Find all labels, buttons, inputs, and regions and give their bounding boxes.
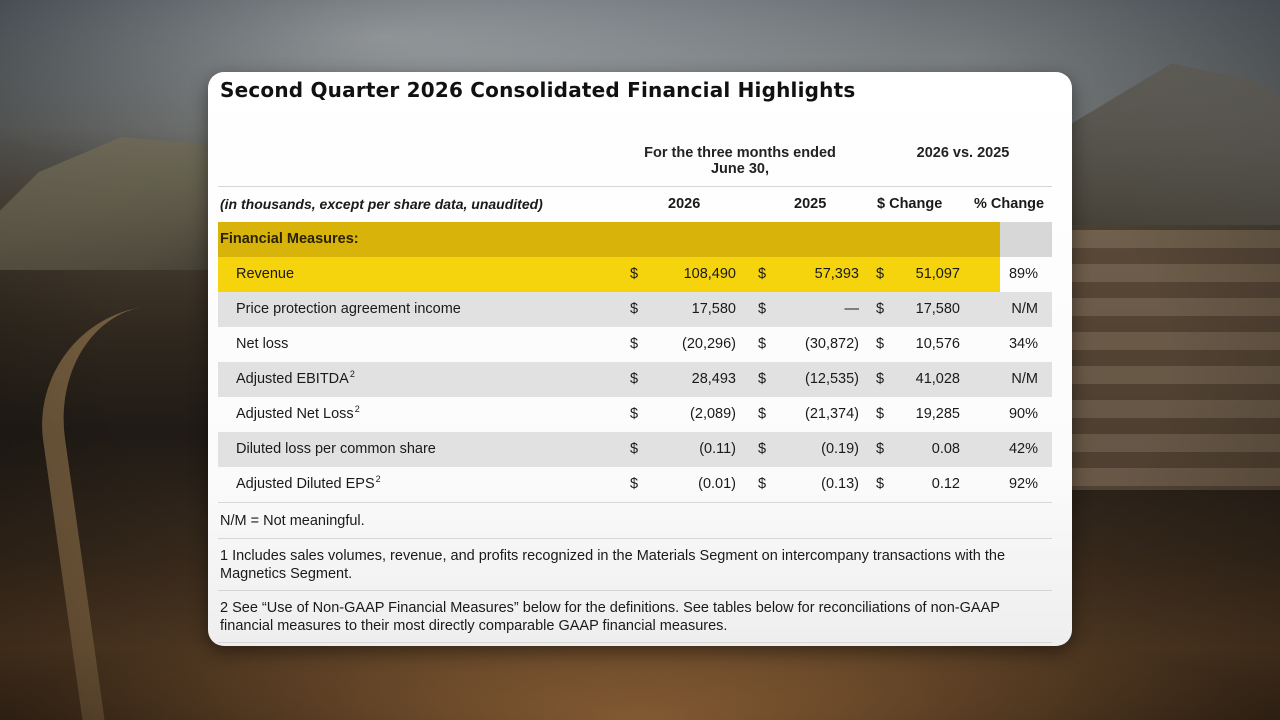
- row-label: Adjusted Net Loss2: [236, 397, 360, 432]
- currency-2026: $: [630, 476, 639, 492]
- currency-2025: $: [758, 406, 767, 422]
- row-label-text: Net loss: [236, 336, 289, 352]
- section-highlight-tail: [1000, 222, 1052, 257]
- currency-2026: $: [630, 406, 639, 422]
- value-dollar-change: 10,576: [915, 336, 960, 352]
- row-label: Adjusted EBITDA2: [236, 362, 355, 397]
- period-header: For the three months ended June 30,: [620, 145, 860, 177]
- page-title: Second Quarter 2026 Consolidated Financi…: [220, 78, 856, 102]
- column-header-2026: 2026: [668, 196, 701, 212]
- value-2026: (0.11): [699, 441, 736, 457]
- note-divider: [218, 538, 1052, 539]
- footnote-marker: 2: [349, 369, 355, 379]
- value-2025: —: [844, 301, 860, 317]
- row-stripe: [218, 432, 1052, 467]
- currency-2025: $: [758, 336, 767, 352]
- row-stripe: [218, 292, 1052, 327]
- value-dollar-change: 19,285: [915, 406, 960, 422]
- row-stripe: [218, 362, 1052, 397]
- value-2026: 108,490: [683, 266, 736, 282]
- value-2025: 57,393: [814, 266, 859, 282]
- value-2026: (2,089): [690, 406, 736, 422]
- currency-change: $: [876, 266, 885, 282]
- header-divider: [218, 186, 1052, 187]
- value-2025: (12,535): [804, 371, 859, 387]
- column-header-percent-change: % Change: [974, 196, 1045, 212]
- currency-2026: $: [630, 336, 639, 352]
- column-header-2025: 2025: [794, 196, 827, 212]
- value-2025: (0.19): [821, 441, 859, 457]
- value-2026: (20,296): [681, 336, 736, 352]
- footnote-1: 1 Includes sales volumes, revenue, and p…: [220, 548, 1006, 582]
- row-label-text: Adjusted Net Loss: [236, 406, 354, 422]
- row-label-text: Price protection agreement income: [236, 301, 461, 317]
- footnote-marker: 2: [354, 404, 360, 414]
- currency-2026: $: [630, 266, 639, 282]
- currency-2025: $: [758, 371, 767, 387]
- units-caption: (in thousands, except per share data, un…: [220, 196, 543, 212]
- value-percent-change: 90%: [1008, 406, 1038, 422]
- value-percent-change: N/M: [1011, 301, 1038, 317]
- value-dollar-change: 41,028: [915, 371, 960, 387]
- financial-highlights-card: Second Quarter 2026 Consolidated Financi…: [208, 72, 1072, 646]
- note-divider: [218, 642, 1052, 643]
- value-dollar-change: 0.08: [931, 441, 960, 457]
- row-label-text: Diluted loss per common share: [236, 441, 436, 457]
- table-bottom-divider: [218, 502, 1052, 503]
- currency-change: $: [876, 441, 885, 457]
- row-label: Diluted loss per common share: [236, 432, 436, 467]
- currency-change: $: [876, 371, 885, 387]
- comparison-header: 2026 vs. 2025: [916, 145, 1010, 161]
- column-header-dollar-change: $ Change: [877, 196, 943, 212]
- row-label: Price protection agreement income: [236, 292, 461, 327]
- currency-2025: $: [758, 266, 767, 282]
- value-2026: 17,580: [691, 301, 736, 317]
- currency-change: $: [876, 476, 885, 492]
- currency-2025: $: [758, 441, 767, 457]
- footnote-marker: 2: [375, 474, 381, 484]
- currency-2026: $: [630, 371, 639, 387]
- section-highlight: [218, 222, 1000, 257]
- value-2025: (0.13): [821, 476, 859, 492]
- row-label-text: Adjusted EBITDA: [236, 371, 349, 387]
- currency-change: $: [876, 301, 885, 317]
- value-dollar-change: 51,097: [915, 266, 960, 282]
- currency-2025: $: [758, 301, 767, 317]
- section-label: Financial Measures:: [220, 231, 359, 247]
- value-percent-change: 42%: [1008, 441, 1038, 457]
- period-header-line2: June 30,: [710, 161, 770, 177]
- row-label: Adjusted Diluted EPS2: [236, 467, 381, 502]
- currency-2026: $: [630, 301, 639, 317]
- currency-change: $: [876, 336, 885, 352]
- currency-2026: $: [630, 441, 639, 457]
- row-label-text: Revenue: [236, 266, 295, 282]
- row-label-text: Adjusted Diluted EPS: [236, 476, 375, 492]
- row-label: Revenue: [236, 257, 294, 292]
- value-2026: 28,493: [691, 371, 736, 387]
- value-percent-change: N/M: [1011, 371, 1038, 387]
- note-divider: [218, 590, 1052, 591]
- currency-2025: $: [758, 476, 767, 492]
- value-dollar-change: 17,580: [915, 301, 960, 317]
- value-2026: (0.01): [698, 476, 736, 492]
- value-percent-change: 92%: [1008, 476, 1038, 492]
- row-label: Net loss: [236, 327, 288, 362]
- value-2025: (30,872): [804, 336, 859, 352]
- nm-note: N/M = Not meaningful.: [220, 513, 365, 529]
- revenue-highlight: [218, 257, 1000, 292]
- value-dollar-change: 0.12: [931, 476, 960, 492]
- period-header-line1: For the three months ended: [644, 145, 836, 161]
- currency-change: $: [876, 406, 885, 422]
- value-percent-change: 89%: [1008, 266, 1038, 282]
- footnote-2: 2 See “Use of Non-GAAP Financial Measure…: [220, 600, 1000, 634]
- value-percent-change: 34%: [1008, 336, 1038, 352]
- value-2025: (21,374): [804, 406, 859, 422]
